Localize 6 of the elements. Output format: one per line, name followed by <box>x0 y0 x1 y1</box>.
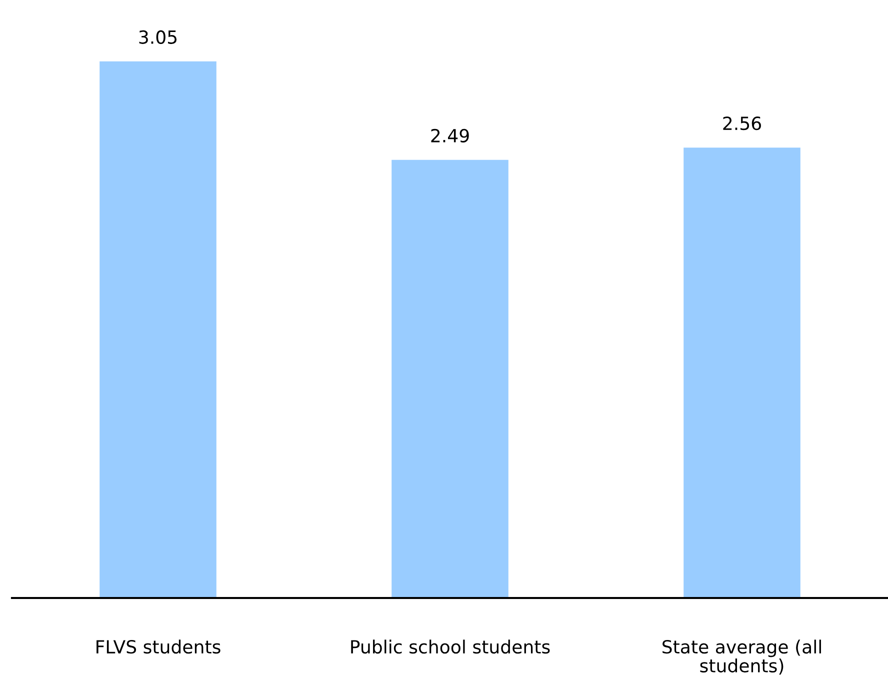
x-tick-label: State average (all students) <box>662 640 821 675</box>
data-label: 2.49 <box>431 128 469 142</box>
x-tick-label: FLVS students <box>96 640 220 654</box>
data-label: 2.56 <box>723 116 761 130</box>
data-label: 3.05 <box>139 30 177 44</box>
x-tick-label: Public school students <box>351 640 550 654</box>
